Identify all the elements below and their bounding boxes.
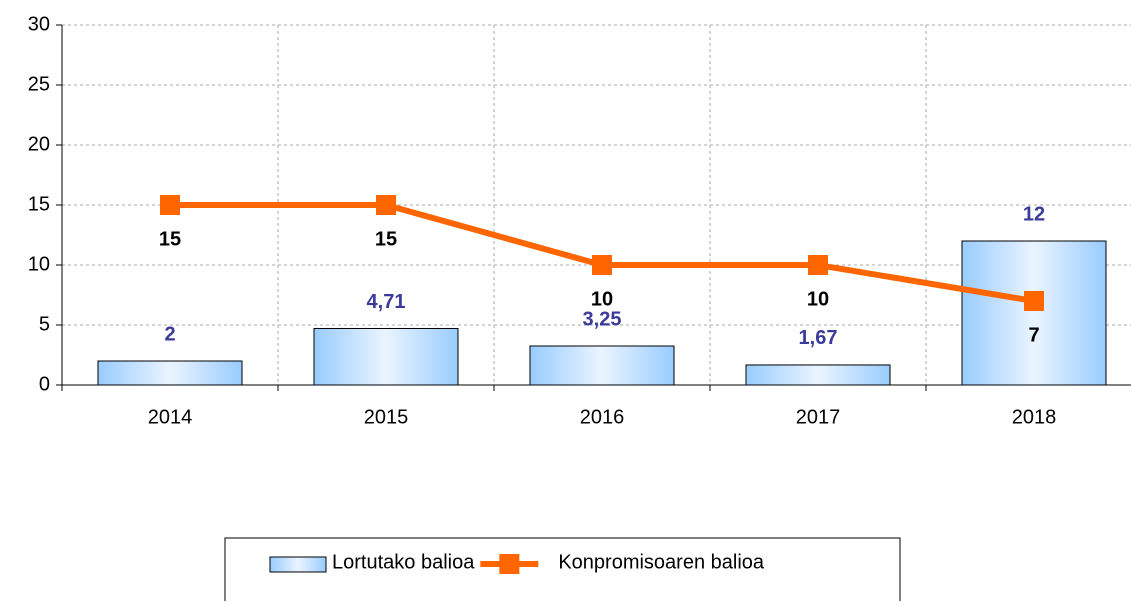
legend-marker [499, 554, 520, 574]
line-label: 15 [159, 228, 181, 250]
bar-label: 2 [164, 323, 175, 345]
line-label: 10 [807, 288, 829, 310]
bar [745, 364, 891, 386]
bar [961, 240, 1107, 386]
line-label: 10 [591, 288, 613, 310]
line-marker [376, 195, 396, 215]
bar [313, 327, 459, 386]
legend-swatch [269, 556, 327, 573]
bar [529, 345, 675, 386]
bar-label: 12 [1023, 203, 1045, 225]
line-label: 15 [375, 228, 397, 250]
bar-label: 1,67 [799, 327, 838, 349]
y-tick-label: 25 [28, 73, 50, 95]
line-marker [592, 255, 612, 275]
line-marker [1024, 291, 1044, 311]
line [170, 202, 1035, 304]
bar [97, 360, 243, 386]
legend-box [224, 537, 901, 606]
legend-label: Lortutako balioa [332, 551, 475, 573]
y-tick-label: 5 [39, 313, 50, 335]
bar-label: 4,71 [367, 291, 406, 313]
y-tick-label: 15 [28, 193, 50, 215]
x-tick-label: 2017 [796, 406, 841, 428]
y-tick-label: 20 [28, 133, 50, 155]
legend-label: Konpromisoaren balioa [558, 551, 765, 573]
line-marker [808, 255, 828, 275]
x-tick-label: 2015 [364, 406, 409, 428]
line-label: 7 [1028, 324, 1039, 346]
y-tick-label: 30 [28, 13, 50, 35]
y-tick-label: 10 [28, 253, 50, 275]
line-marker [160, 195, 180, 215]
bar-label: 3,25 [583, 308, 622, 330]
x-tick-label: 2016 [580, 406, 625, 428]
x-tick-label: 2018 [1012, 406, 1057, 428]
x-tick-label: 2014 [148, 406, 193, 428]
y-tick-label: 0 [39, 373, 50, 395]
